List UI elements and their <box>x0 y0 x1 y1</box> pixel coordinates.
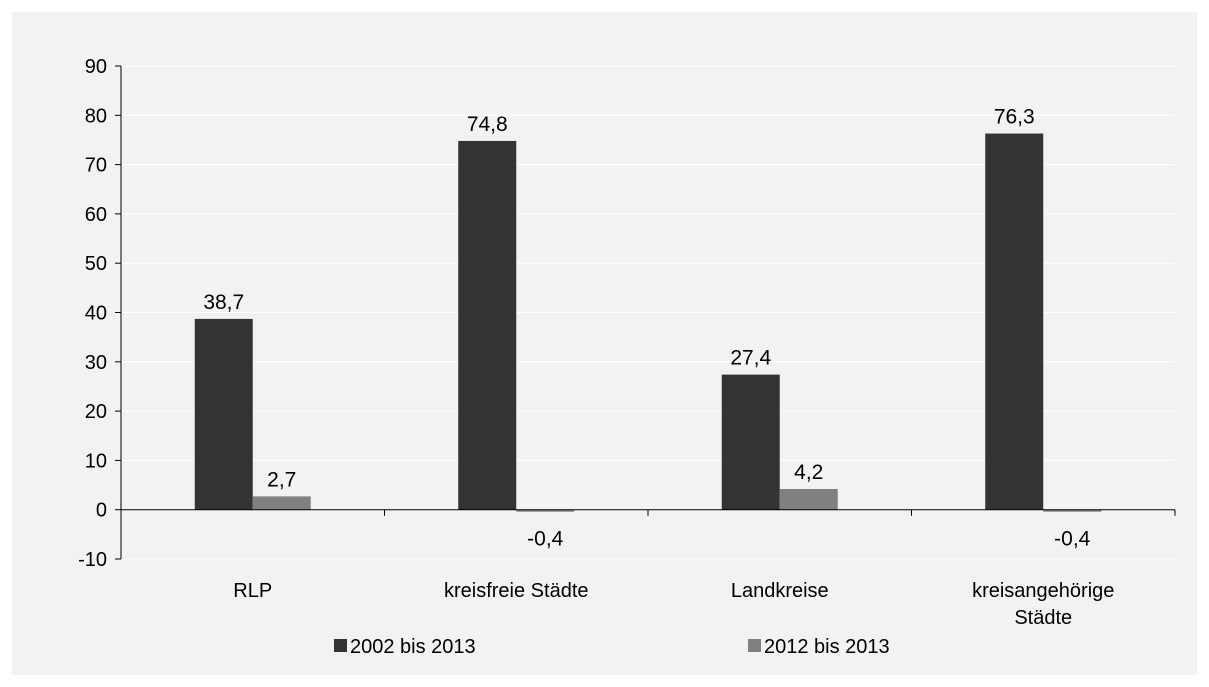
bar <box>516 509 575 512</box>
legend: 2002 bis 2013 2012 bis 2013 <box>334 636 890 658</box>
data-label: 76,3 <box>994 106 1035 129</box>
y-tick-label: 10 <box>85 450 107 472</box>
y-tick-label: 30 <box>85 352 107 374</box>
y-tick-label: 40 <box>85 303 107 325</box>
data-label: 27,4 <box>730 347 771 370</box>
y-tick-label: -10 <box>78 549 107 571</box>
data-label: 74,8 <box>467 113 508 136</box>
bars <box>194 133 1102 512</box>
bar <box>252 496 311 510</box>
category-label: kreisfreie Städte <box>444 580 589 602</box>
data-label: 38,7 <box>203 291 244 314</box>
legend-swatch <box>334 639 347 652</box>
y-tick-label: 50 <box>85 253 107 275</box>
axes <box>115 65 1176 560</box>
data-label: -0,4 <box>527 528 564 551</box>
chart-panel: 90 80 70 60 50 40 30 20 10 0 -10 38,7 74,8 27,4 76,3 2,… <box>12 12 1197 675</box>
y-tick-label: 20 <box>85 401 107 423</box>
legend-swatch <box>748 639 761 652</box>
category-label: Städte <box>1014 607 1072 629</box>
bar <box>779 488 838 510</box>
bar <box>194 318 253 510</box>
y-tick-label: 90 <box>85 56 107 78</box>
gridlines <box>121 65 1175 560</box>
y-tick-label: 80 <box>85 105 107 127</box>
y-tick-label: 70 <box>85 155 107 177</box>
bar <box>1043 509 1102 512</box>
data-label: 4,2 <box>794 461 823 484</box>
y-tick-label: 0 <box>96 500 107 522</box>
bar <box>458 140 517 510</box>
category-label: Landkreise <box>731 580 829 602</box>
bar-chart: 90 80 70 60 50 40 30 20 10 0 -10 38,7 74,8 27,4 76,3 2,… <box>78 56 1176 658</box>
bar <box>721 374 780 510</box>
y-tick-label: 60 <box>85 204 107 226</box>
legend-label: 2012 bis 2013 <box>764 636 890 658</box>
bar <box>985 133 1044 510</box>
data-label: -0,4 <box>1054 528 1091 551</box>
category-label: RLP <box>233 580 272 602</box>
labels: 90 80 70 60 50 40 30 20 10 0 -10 38,7 74,8 27,4 76,3 2,… <box>78 56 1114 629</box>
legend-label: 2002 bis 2013 <box>350 636 476 658</box>
category-label: kreisangehörige <box>972 580 1114 602</box>
data-label: 2,7 <box>267 468 296 491</box>
